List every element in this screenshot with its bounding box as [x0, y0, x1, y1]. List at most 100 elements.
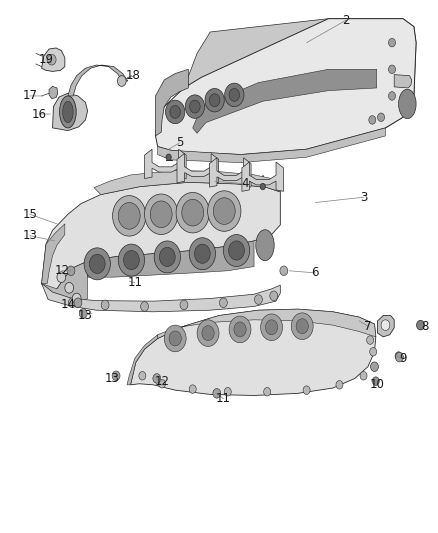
Circle shape	[89, 254, 105, 273]
Text: 5: 5	[176, 136, 183, 149]
Circle shape	[254, 295, 262, 304]
Ellipse shape	[399, 89, 416, 119]
Polygon shape	[394, 75, 412, 88]
Polygon shape	[155, 69, 188, 136]
Circle shape	[153, 374, 161, 383]
Circle shape	[224, 387, 231, 396]
Circle shape	[213, 389, 221, 398]
Circle shape	[303, 386, 310, 394]
Circle shape	[395, 352, 402, 360]
Polygon shape	[94, 171, 280, 195]
Circle shape	[225, 83, 244, 107]
Circle shape	[371, 362, 378, 371]
Circle shape	[169, 331, 181, 346]
Text: 16: 16	[32, 108, 47, 120]
Circle shape	[270, 291, 278, 301]
Text: 14: 14	[60, 298, 75, 311]
Circle shape	[84, 248, 110, 280]
Circle shape	[260, 183, 265, 190]
Circle shape	[280, 266, 288, 276]
Text: 18: 18	[126, 69, 141, 82]
Circle shape	[166, 100, 185, 124]
Text: 12: 12	[155, 375, 170, 387]
Circle shape	[190, 100, 200, 113]
Polygon shape	[49, 86, 58, 99]
Circle shape	[117, 76, 126, 86]
Polygon shape	[42, 182, 280, 294]
Circle shape	[154, 241, 180, 273]
Circle shape	[265, 320, 278, 335]
Circle shape	[381, 320, 390, 330]
Circle shape	[180, 300, 188, 310]
Circle shape	[370, 348, 377, 356]
Polygon shape	[177, 154, 219, 183]
Circle shape	[176, 192, 209, 233]
Text: 13: 13	[78, 309, 93, 322]
Circle shape	[213, 198, 235, 224]
Circle shape	[164, 325, 186, 352]
Circle shape	[296, 319, 308, 334]
Text: 12: 12	[55, 264, 70, 277]
Circle shape	[234, 322, 246, 337]
Polygon shape	[127, 335, 158, 385]
Circle shape	[182, 199, 204, 226]
Circle shape	[205, 88, 224, 112]
Polygon shape	[242, 162, 283, 191]
Circle shape	[166, 154, 171, 160]
Text: 10: 10	[369, 378, 384, 391]
Circle shape	[389, 38, 396, 47]
Circle shape	[57, 272, 66, 282]
Text: 11: 11	[216, 392, 231, 405]
Circle shape	[197, 320, 219, 346]
Circle shape	[194, 244, 210, 263]
Circle shape	[396, 352, 403, 362]
Circle shape	[389, 92, 396, 100]
Circle shape	[336, 381, 343, 389]
Text: 17: 17	[22, 90, 37, 102]
Circle shape	[369, 116, 376, 124]
Circle shape	[72, 293, 81, 304]
Circle shape	[68, 298, 76, 308]
Polygon shape	[385, 19, 416, 128]
Ellipse shape	[60, 96, 76, 128]
Polygon shape	[42, 48, 65, 71]
Ellipse shape	[63, 101, 73, 123]
Circle shape	[371, 362, 378, 372]
Polygon shape	[42, 284, 280, 312]
Circle shape	[291, 313, 313, 340]
Text: 11: 11	[127, 276, 142, 289]
Text: 15: 15	[22, 208, 37, 221]
Text: 3: 3	[360, 191, 367, 204]
Circle shape	[189, 238, 215, 270]
Text: 19: 19	[39, 53, 53, 66]
Circle shape	[159, 379, 166, 388]
Circle shape	[261, 314, 283, 341]
Polygon shape	[53, 93, 88, 131]
Text: 13: 13	[104, 372, 119, 385]
Circle shape	[67, 266, 75, 276]
Circle shape	[118, 203, 140, 229]
Polygon shape	[42, 224, 65, 284]
Polygon shape	[88, 241, 254, 277]
Polygon shape	[131, 309, 376, 395]
Circle shape	[118, 244, 145, 276]
Text: 13: 13	[22, 229, 37, 242]
Polygon shape	[193, 69, 377, 133]
Circle shape	[141, 302, 148, 311]
Circle shape	[208, 191, 241, 231]
Polygon shape	[184, 19, 403, 155]
Circle shape	[209, 94, 220, 107]
Circle shape	[150, 201, 172, 228]
Circle shape	[145, 194, 178, 235]
Circle shape	[417, 320, 424, 330]
Text: 8: 8	[421, 320, 428, 333]
Circle shape	[74, 298, 82, 308]
Circle shape	[229, 241, 244, 260]
Polygon shape	[68, 65, 128, 96]
Circle shape	[170, 106, 180, 118]
Circle shape	[202, 326, 214, 341]
Text: 2: 2	[342, 14, 350, 27]
Circle shape	[219, 298, 227, 308]
Circle shape	[101, 300, 109, 310]
Text: 4: 4	[241, 177, 249, 190]
